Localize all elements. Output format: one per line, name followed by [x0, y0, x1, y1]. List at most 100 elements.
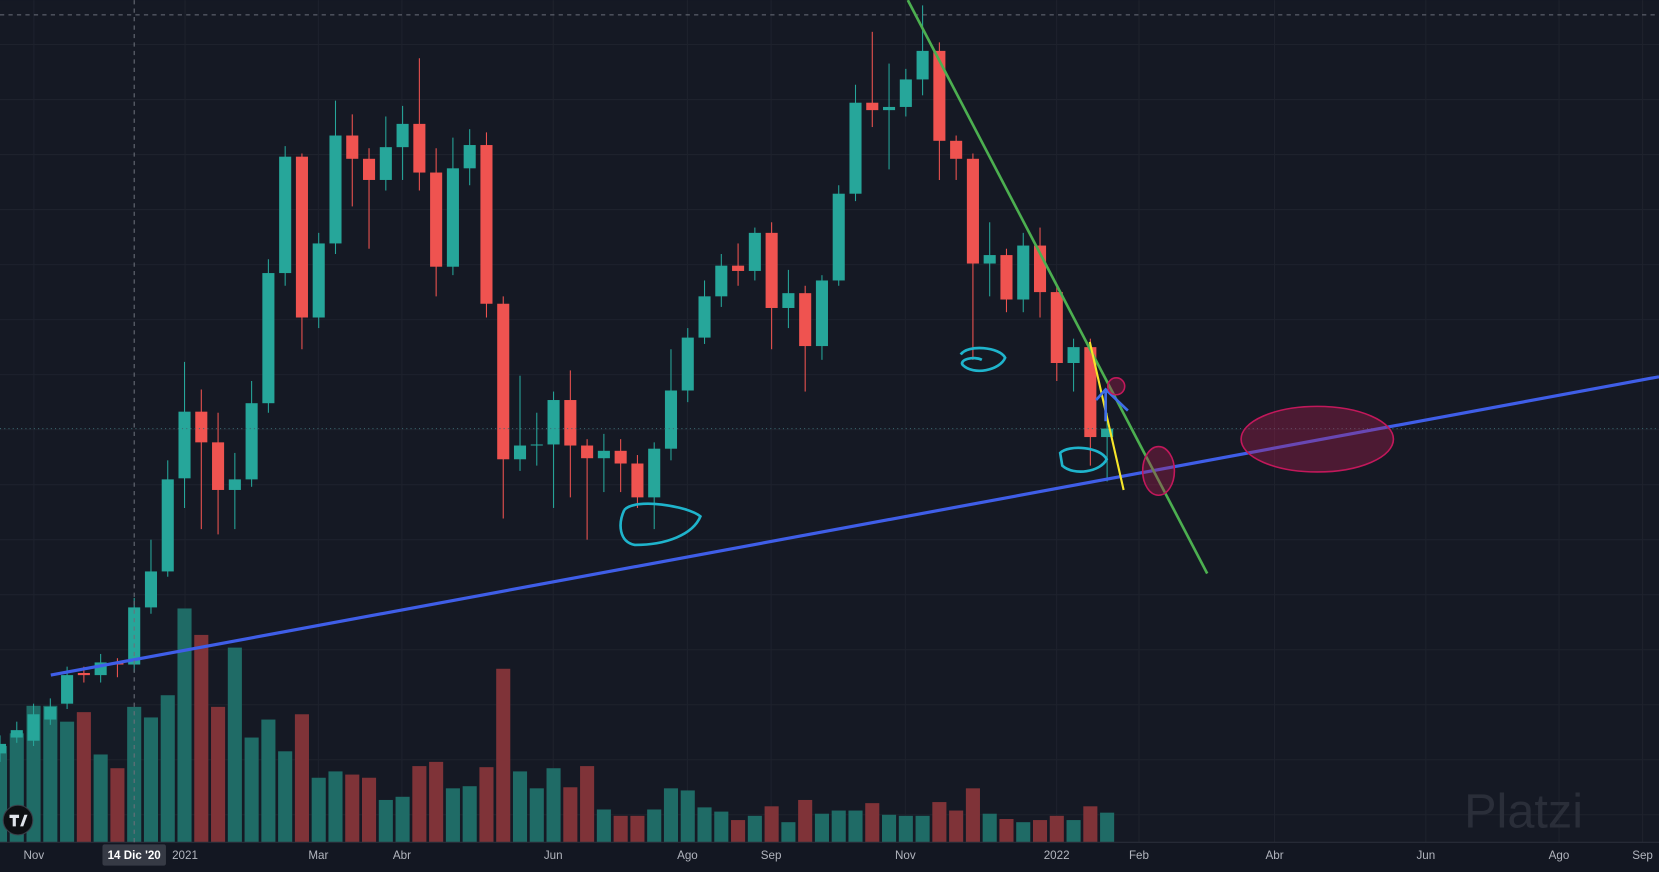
- candle-body: [379, 147, 392, 180]
- volume-bar: [814, 813, 829, 843]
- volume-bar: [1049, 815, 1064, 843]
- volume-bar: [764, 806, 779, 843]
- candle-body: [279, 156, 292, 274]
- candle-body: [178, 411, 191, 479]
- volume-bar: [0, 746, 8, 843]
- volume-bar: [60, 721, 75, 843]
- logo-badge[interactable]: [2, 804, 34, 836]
- target-zone: [1106, 377, 1126, 396]
- volume-bar: [546, 768, 561, 843]
- candle-body: [983, 255, 996, 264]
- volume-bar: [194, 634, 209, 843]
- volume-bar: [831, 810, 846, 843]
- candle-body: [329, 135, 342, 244]
- volume-bar: [1066, 820, 1081, 843]
- volume-bar: [647, 809, 662, 843]
- candle-body: [916, 50, 929, 80]
- candle-body: [228, 479, 241, 490]
- arrow: [1095, 387, 1129, 422]
- volume-bar: [1100, 812, 1115, 843]
- crosshair-label: 14 Dic '20: [108, 849, 161, 862]
- candle-body: [446, 168, 459, 267]
- volume-bar: [798, 799, 813, 843]
- x-tick-label: Feb: [1129, 849, 1149, 862]
- volume-bar: [781, 822, 796, 843]
- candle-body: [463, 145, 476, 169]
- volume-bar: [898, 815, 913, 843]
- volume-bar: [999, 819, 1014, 843]
- target-zone: [1240, 405, 1395, 473]
- candle-body: [698, 296, 711, 338]
- x-tick-label: Abr: [393, 849, 411, 862]
- support-line: [50, 375, 1659, 677]
- candle-body: [312, 243, 325, 318]
- candle-body: [1101, 428, 1114, 438]
- x-tick-label: Abr: [1265, 849, 1283, 862]
- volume-bar: [345, 774, 360, 843]
- candle-body: [262, 273, 275, 404]
- volume-bar: [227, 647, 242, 843]
- candle-body: [413, 123, 426, 173]
- candle-body: [799, 293, 812, 347]
- candle-body: [849, 102, 862, 194]
- x-tick-label: Sep: [761, 849, 782, 862]
- volume-bar: [580, 766, 595, 843]
- volume-bar: [294, 714, 309, 843]
- volume-bar: [915, 815, 930, 843]
- volume-bar: [865, 803, 880, 843]
- volume-bar: [76, 712, 91, 843]
- volume-bar: [429, 761, 444, 843]
- volume-bar: [747, 815, 762, 843]
- candle-body: [61, 675, 74, 704]
- x-tick-label: Jun: [544, 849, 563, 862]
- crosshair-label-box: [102, 844, 166, 866]
- candle-body: [27, 714, 40, 741]
- volume-bar: [1016, 822, 1031, 843]
- candle-body: [715, 265, 728, 297]
- candle-layer: [0, 5, 1114, 762]
- volume-bar: [949, 810, 964, 843]
- target-zone: [1141, 445, 1176, 497]
- candle-body: [648, 448, 661, 498]
- grid: [0, 0, 1659, 842]
- volume-bar: [412, 766, 427, 843]
- candle-body: [430, 172, 443, 267]
- candle-body: [530, 444, 543, 446]
- volume-bar: [110, 768, 125, 843]
- candle-body: [597, 450, 610, 459]
- volume-bar: [395, 796, 410, 843]
- volume-bar: [479, 767, 494, 843]
- volume-bar: [177, 608, 192, 843]
- volume-bar: [613, 815, 628, 843]
- x-tick-label: Nov: [895, 849, 916, 862]
- volume-bar: [462, 786, 477, 843]
- volume-bar: [93, 754, 108, 843]
- circle-mark: [959, 346, 1007, 373]
- candle-body: [0, 743, 7, 754]
- x-axis-strip: [0, 842, 1659, 872]
- candle-body: [497, 303, 510, 460]
- volume-bar: [663, 788, 679, 843]
- volume-bar: [697, 807, 712, 843]
- circle-mark: [619, 502, 703, 547]
- volume-bar: [680, 790, 695, 843]
- candle-body: [1050, 292, 1063, 363]
- x-tick-label: Ago: [1549, 849, 1570, 862]
- resistance-line: [906, 0, 1209, 575]
- volume-bar: [244, 737, 259, 843]
- candle-body: [564, 400, 577, 446]
- candle-body: [883, 106, 896, 111]
- candle-body: [10, 730, 23, 738]
- volume-bar: [328, 771, 343, 843]
- volume-bar: [932, 802, 947, 843]
- volume-bar: [1032, 820, 1048, 843]
- candle-body: [966, 158, 979, 264]
- volume-bar: [160, 695, 175, 843]
- logo[interactable]: [2, 804, 34, 836]
- volume-bar: [261, 719, 276, 843]
- x-tick-label: Jun: [1416, 849, 1435, 862]
- candle-body: [614, 450, 627, 464]
- volume-bar: [1083, 806, 1098, 843]
